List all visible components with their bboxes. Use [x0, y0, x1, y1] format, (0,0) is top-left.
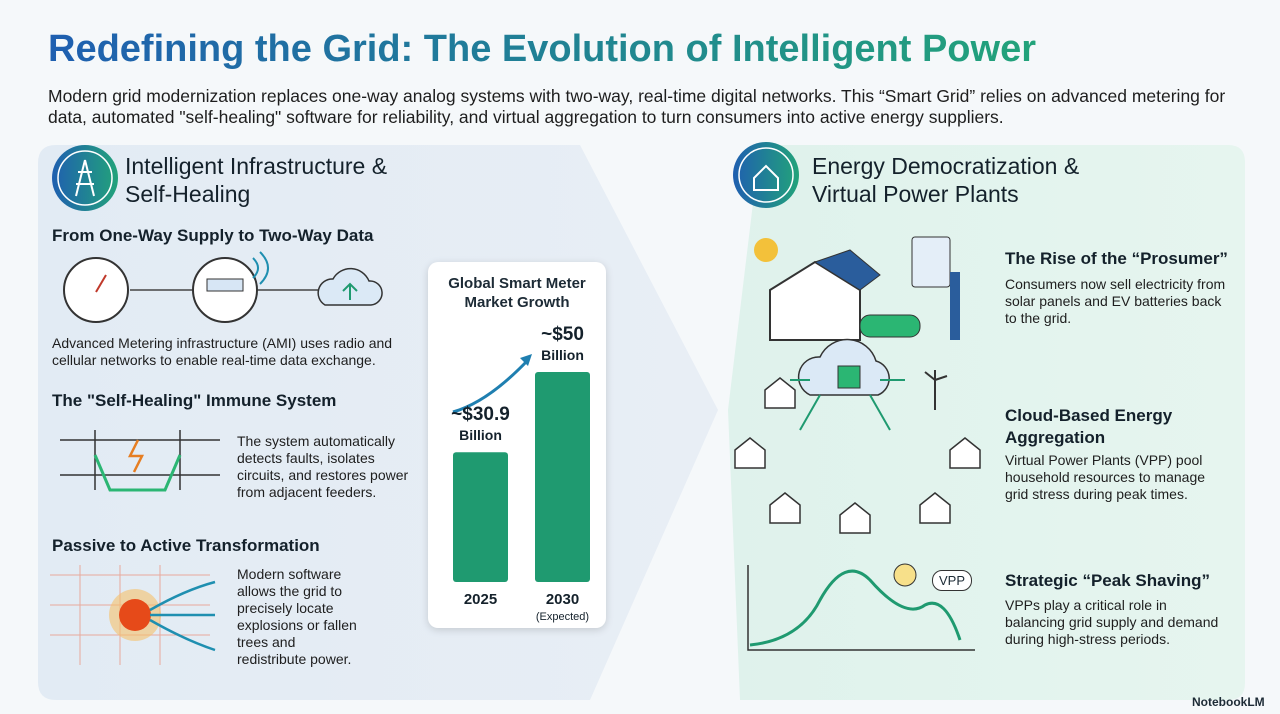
- value-unit: Billion: [541, 347, 584, 363]
- category-label: 2025: [464, 591, 497, 608]
- section-text: Virtual Power Plants (VPP) pool househol…: [1005, 452, 1206, 502]
- expected-note: (Expected): [536, 611, 589, 623]
- section-text: The system automatically detects faults,…: [237, 433, 409, 500]
- brand: NotebookLM: [1192, 695, 1265, 709]
- section-heading: From One-Way Supply to Two-Way Data: [52, 226, 374, 245]
- section-heading: The Rise of the “Prosumer”: [1005, 249, 1228, 268]
- subtitle: Modern grid modernization replaces one-w…: [48, 86, 1226, 127]
- vpp-badge: VPP: [932, 570, 973, 591]
- section-text: Modern software allows the grid to preci…: [237, 566, 357, 667]
- section-heading: Strategic “Peak Shaving”: [1005, 571, 1211, 590]
- section-heading: Cloud-Based Energy Aggregation: [1005, 406, 1173, 447]
- chart-title: Global Smart Meter Market Growth: [448, 275, 586, 311]
- title: Redefining the Grid: The Evolution of In…: [48, 28, 1036, 70]
- panel-title: Intelligent Infrastructure & Self-Healin…: [125, 153, 388, 207]
- category-label: 2030: [546, 591, 579, 608]
- panel-title: Energy Democratization & Virtual Power P…: [812, 153, 1080, 207]
- value-label: ~$30.9: [451, 404, 510, 425]
- chart: ~$30.9 Billion 2025 ~$50 Billion 2030 (Expecte…: [451, 324, 590, 623]
- value-unit: Billion: [459, 427, 502, 443]
- section-text: VPPs play a critical role in balancing g…: [1005, 597, 1219, 647]
- section-text: Advanced Metering infrastructure (AMI) u…: [52, 335, 393, 368]
- section-heading: Passive to Active Transformation: [52, 536, 320, 555]
- section-text: Consumers now sell electricity from sola…: [1005, 276, 1226, 326]
- chart-card: Global Smart Meter Market Growth ~$30.9 B…: [428, 262, 606, 628]
- bar: [535, 372, 590, 582]
- bar: [453, 452, 508, 582]
- value-label: ~$50: [541, 324, 584, 345]
- section-heading: The "Self-Healing" Immune System: [52, 391, 337, 410]
